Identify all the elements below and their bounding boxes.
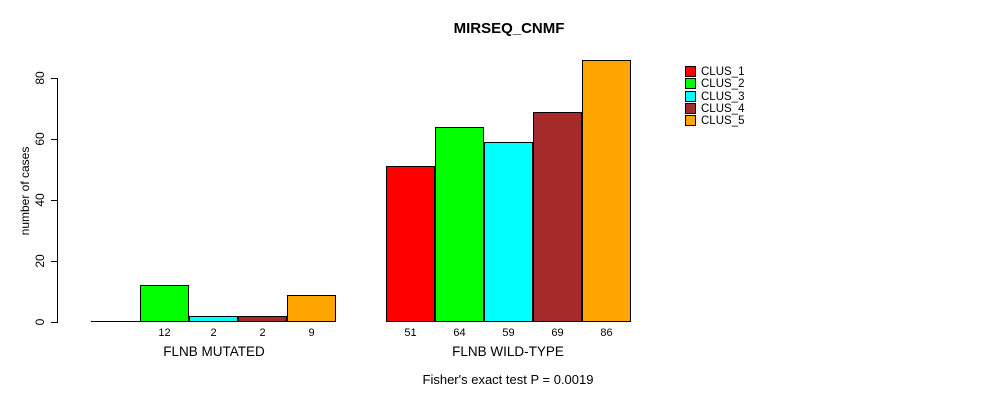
y-axis-tick-label: 60: [33, 132, 47, 146]
bar-value-label: 86: [600, 327, 613, 339]
legend-swatch-clus-3: [685, 90, 696, 102]
y-axis-tick-label: 20: [33, 254, 47, 268]
legend-label-clus-3: CLUS_3: [701, 90, 745, 103]
legend-swatch-clus-4: [685, 102, 696, 114]
fishers-test-annotation: Fisher's exact test P = 0.0019: [422, 372, 594, 387]
y-axis-tick: [51, 261, 57, 262]
bar-clus-3-flnb-mutated: [189, 316, 238, 322]
bar-value-label: 2: [210, 327, 217, 339]
y-axis-tick: [51, 322, 57, 323]
y-axis-tick: [51, 139, 57, 140]
y-axis-tick-label: 80: [33, 71, 47, 85]
bar-clus-1-flnb-wild-type: [386, 166, 435, 322]
bar-clus-1-flnb-mutated: [91, 321, 140, 322]
y-axis-tick-label: 0: [33, 318, 47, 326]
bar-clus-4-flnb-mutated: [238, 316, 287, 322]
bar-value-label: 69: [551, 327, 564, 339]
bar-value-label: 9: [308, 327, 315, 339]
bar-clus-2-flnb-wild-type: [435, 127, 484, 322]
bar-value-label: 51: [404, 327, 417, 339]
bar-value-label: 2: [259, 327, 266, 339]
x-group-label-flnb-wild-type: FLNB WILD-TYPE: [452, 344, 564, 359]
bar-clus-2-flnb-mutated: [140, 285, 189, 322]
legend-swatch-clus-5: [685, 115, 696, 127]
bar-value-label: 12: [158, 327, 171, 339]
legend-label-clus-1: CLUS_1: [701, 66, 745, 78]
legend-label-clus-5: CLUS_5: [701, 115, 745, 128]
legend-swatch-clus-1: [685, 66, 696, 77]
bar-clus-5-flnb-mutated: [287, 295, 336, 322]
legend-label-clus-4: CLUS_4: [701, 102, 745, 115]
bar-clus-5-flnb-wild-type: [582, 60, 631, 322]
x-group-label-flnb-mutated: FLNB MUTATED: [163, 344, 265, 359]
bar-clus-3-flnb-wild-type: [484, 142, 533, 322]
y-axis-tick-label: 40: [33, 193, 47, 207]
legend-swatch-clus-2: [685, 78, 696, 90]
bar-value-label: 59: [502, 327, 515, 339]
bar-value-label: 64: [453, 327, 466, 339]
bar-clus-4-flnb-wild-type: [533, 112, 582, 322]
chart-title: MIRSEQ_CNMF: [453, 20, 565, 37]
y-axis-tick: [51, 200, 57, 201]
y-axis-line: [57, 78, 58, 323]
legend-label-clus-2: CLUS_2: [701, 78, 745, 91]
y-axis-tick: [51, 78, 57, 79]
